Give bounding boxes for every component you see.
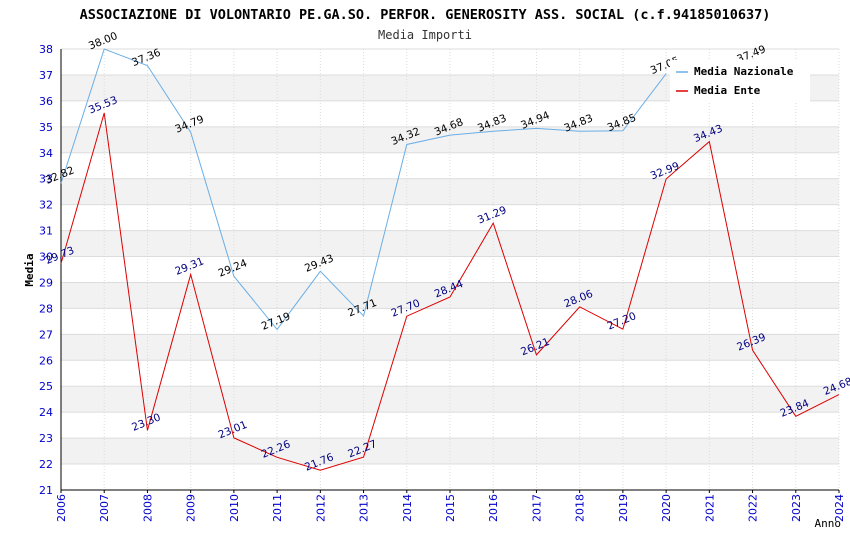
y-tick-label: 31 [39, 225, 53, 238]
data-label-media-ente: 27.20 [606, 310, 638, 332]
y-tick-label: 38 [39, 43, 53, 56]
y-tick-label: 33 [39, 173, 53, 186]
data-label-media-ente: 31.29 [476, 204, 508, 226]
chart-title: ASSOCIAZIONE DI VOLONTARIO PE.GA.SO. PER… [80, 7, 771, 23]
axes [60, 49, 840, 493]
legend-label-media-nazionale: Media Nazionale [694, 65, 794, 78]
y-tick-label: 29 [39, 276, 53, 289]
y-tick-label: 34 [39, 147, 53, 160]
y-tick-label: 23 [39, 432, 53, 445]
y-tick-label: 21 [39, 484, 53, 497]
y-axis-label: Media [23, 253, 36, 286]
grid-band [61, 230, 839, 257]
y-tick-label: 24 [39, 406, 53, 419]
x-tick-label: 2021 [703, 494, 716, 522]
x-tick-label: 2023 [790, 494, 803, 522]
y-tick-label: 35 [39, 121, 53, 134]
series-layer [60, 49, 840, 471]
x-tick-labels: 2006 2007 2008 2009 2010 2011 2012 2013 2014 2015… [55, 494, 846, 522]
x-tick-label: 2016 [487, 494, 500, 522]
data-label-media-ente: 23.30 [130, 411, 162, 433]
y-tick-label: 22 [39, 458, 53, 471]
grid-band [61, 334, 839, 361]
x-tick-label: 2011 [271, 494, 284, 522]
x-tick-label: 2007 [98, 494, 111, 522]
x-tick-label: 2008 [141, 494, 154, 522]
y-tick-label: 30 [39, 251, 53, 264]
x-tick-label: 2006 [55, 494, 68, 522]
x-tick-label: 2017 [530, 494, 543, 522]
y-tick-label: 37 [39, 69, 53, 82]
x-tick-label: 2024 [833, 494, 846, 522]
y-tick-label: 27 [39, 328, 53, 341]
x-tick-label: 2019 [617, 494, 630, 522]
y-tick-label: 25 [39, 380, 53, 393]
x-tick-label: 2014 [401, 494, 414, 522]
x-tick-label: 2013 [358, 494, 371, 522]
y-tick-label: 28 [39, 302, 53, 315]
x-tick-label: 2020 [660, 494, 673, 522]
y-tick-label: 32 [39, 199, 53, 212]
data-label-media-ente: 29.31 [173, 255, 205, 277]
chart-subtitle: Media Importi [378, 28, 472, 42]
y-tick-label: 26 [39, 354, 53, 367]
x-tick-label: 2010 [228, 494, 241, 522]
legend-label-media-ente: Media Ente [694, 84, 761, 97]
y-tick-label: 36 [39, 95, 53, 108]
data-label-media-nazionale: 29.24 [217, 257, 250, 280]
grid-band [61, 386, 839, 413]
data-label-media-ente: 29.73 [44, 245, 76, 267]
y-tick-labels: 21 22 23 24 25 26 27 28 29 30 31 32 33 34 35 36 37 38 [39, 43, 53, 497]
legend-box [670, 60, 810, 102]
x-tick-label: 2009 [185, 494, 198, 522]
x-tick-label: 2012 [314, 494, 327, 522]
grid-band [61, 178, 839, 205]
series-line-media-ente [60, 112, 840, 471]
x-tick-label: 2015 [444, 494, 457, 522]
legend: Media Nazionale Media Ente [670, 60, 810, 102]
x-axis-label: Anno [815, 517, 842, 530]
x-tick-label: 2022 [747, 494, 760, 522]
x-tick-label: 2018 [574, 494, 587, 522]
